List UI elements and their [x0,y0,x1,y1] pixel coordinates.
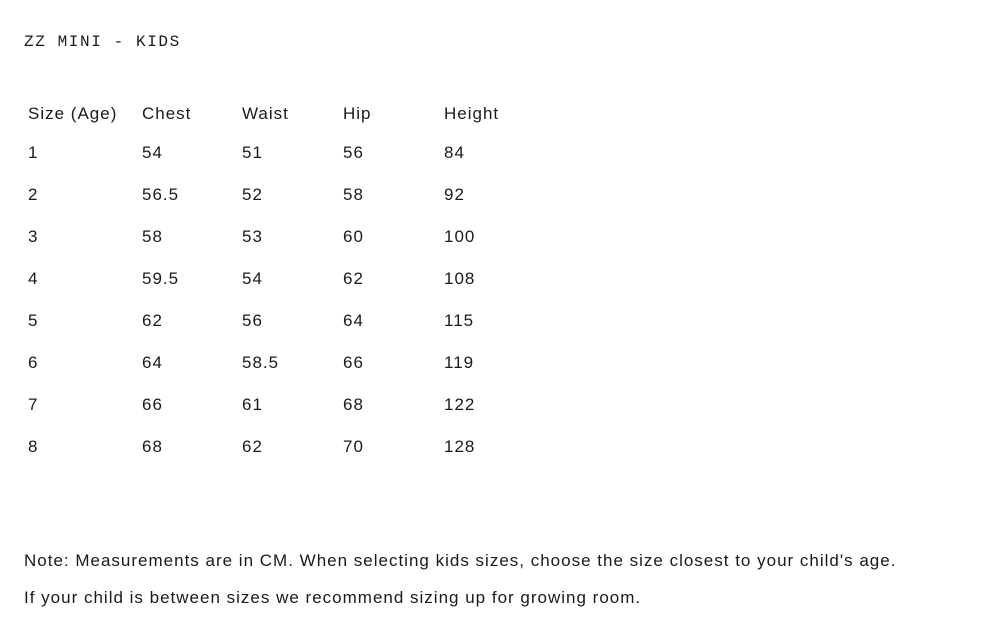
table-cell: 66 [343,353,364,372]
table-cell: 68 [142,437,163,456]
table-cell: 61 [242,395,263,414]
sizing-advice-note: If your child is between sizes we recomm… [24,588,642,607]
table-row: 4 59.5 54 62 108 [22,258,518,300]
column-header: Waist [242,104,289,123]
table-row: 3 58 53 60 100 [22,216,518,258]
table-cell: 128 [444,437,476,456]
table-cell: 58.5 [242,353,280,372]
column-header: Hip [343,104,372,123]
table-cell: 60 [343,227,364,246]
table-cell: 62 [142,311,163,330]
table-cell: 70 [343,437,364,456]
table-cell: 52 [242,185,263,204]
table-row: 2 56.5 52 58 92 [22,174,518,216]
table-cell: 115 [444,311,475,330]
table-cell: 1 [28,143,39,162]
table-header-row: Size (Age) Chest Waist Hip Height [22,96,518,132]
table-cell: 51 [242,143,263,162]
table-row: 1 54 51 56 84 [22,132,518,174]
column-header: Height [444,104,500,123]
table-cell: 58 [343,185,364,204]
size-chart-table: Size (Age) Chest Waist Hip Height 1 54 51 56 84 2… [22,96,518,468]
table-cell: 92 [444,185,465,204]
table-cell: 108 [444,269,476,288]
table-cell: 54 [242,269,263,288]
table-cell: 4 [28,269,39,288]
table-cell: 119 [444,353,475,372]
table-cell: 6 [28,353,39,372]
page-title: ZZ MINI - KIDS [24,33,181,51]
table-row: 7 66 61 68 122 [22,384,518,426]
table-cell: 84 [444,143,465,162]
table-cell: 8 [28,437,39,456]
table-cell: 59.5 [142,269,180,288]
table-row: 8 68 62 70 128 [22,426,518,468]
table-cell: 56 [343,143,364,162]
table-cell: 54 [142,143,163,162]
table-cell: 64 [142,353,163,372]
table-cell: 3 [28,227,39,246]
table-cell: 122 [444,395,476,414]
table-row: 6 64 58.5 66 119 [22,342,518,384]
table-cell: 66 [142,395,163,414]
table-cell: 7 [28,395,39,414]
table-cell: 2 [28,185,39,204]
table-cell: 62 [242,437,263,456]
table-cell: 68 [343,395,364,414]
table-cell: 58 [142,227,163,246]
column-header: Chest [142,104,192,123]
table-cell: 62 [343,269,364,288]
table-row: 5 62 56 64 115 [22,300,518,342]
measurement-note: Note: Measurements are in CM. When selec… [24,551,897,570]
column-header: Size (Age) [28,104,118,123]
table-cell: 56 [242,311,263,330]
table-cell: 56.5 [142,185,180,204]
table-cell: 64 [343,311,364,330]
table-cell: 53 [242,227,263,246]
table-cell: 5 [28,311,39,330]
table-cell: 100 [444,227,476,246]
